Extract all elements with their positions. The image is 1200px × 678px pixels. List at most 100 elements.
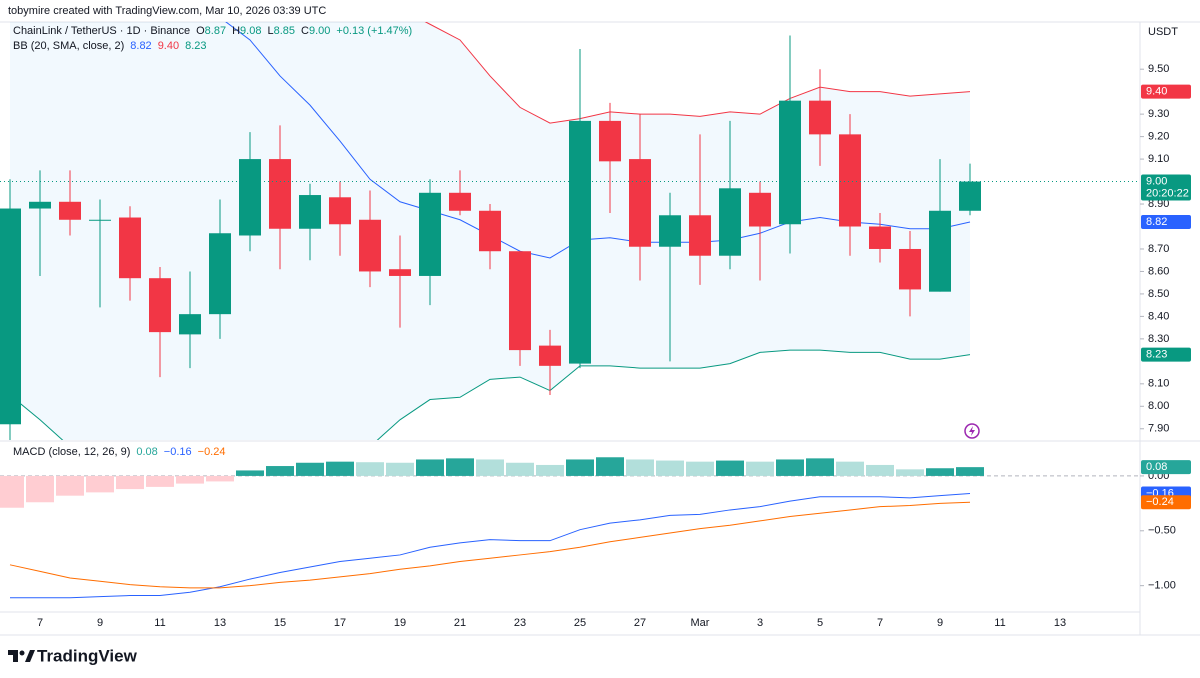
histogram-bar <box>806 458 834 476</box>
x-tick-label: 13 <box>1054 617 1066 629</box>
legend-item: BB (20, SMA, close, 2) <box>13 40 124 52</box>
legend-item: H <box>232 25 240 37</box>
histogram-bar <box>746 461 774 476</box>
legend-item: 8.85 <box>274 25 295 37</box>
candle-body <box>839 134 861 227</box>
x-tick-label: 5 <box>817 617 823 629</box>
legend-item: O <box>196 25 205 37</box>
x-tick-label: 13 <box>214 617 226 629</box>
candle-body <box>29 201 51 209</box>
y-tick-label: −1.00 <box>1148 580 1176 592</box>
x-tick-label: 19 <box>394 617 406 629</box>
histogram-bar <box>506 462 534 476</box>
histogram-bar <box>866 464 894 476</box>
candle-body <box>329 197 351 225</box>
legend: MACD (close, 12, 26, 9) 0.08 −0.16 −0.24 <box>13 446 225 458</box>
price-badge <box>1141 215 1191 230</box>
histogram-bar <box>176 475 204 484</box>
x-tick-label: Mar <box>691 617 710 629</box>
histogram-bar <box>116 475 144 490</box>
candle-body <box>809 100 831 135</box>
y-tick-label: −0.50 <box>1148 525 1176 537</box>
macd-line <box>10 492 971 599</box>
candle-body <box>539 345 561 366</box>
candle-body <box>569 120 591 364</box>
y-tick-label: 8.40 <box>1148 310 1169 322</box>
legend-item: 8.87 <box>205 25 226 37</box>
histogram-bar <box>686 461 714 476</box>
legend-item: MACD (close, 12, 26, 9) <box>13 446 130 458</box>
legend-item: C <box>301 25 309 37</box>
price-badge-label: 9.00 <box>1146 175 1167 187</box>
legend-item: 9.00 <box>309 25 330 37</box>
price-badge <box>1141 460 1191 475</box>
histogram-bar <box>206 475 234 482</box>
y-tick-label: 9.30 <box>1148 108 1169 120</box>
x-tick-label: 3 <box>757 617 763 629</box>
histogram-bar <box>956 467 984 476</box>
histogram-bar <box>326 461 354 476</box>
candle-body <box>749 192 771 227</box>
x-tick-label: 21 <box>454 617 466 629</box>
x-tick-label: 15 <box>274 617 286 629</box>
histogram-bar <box>266 466 294 476</box>
candle-body <box>209 233 231 315</box>
legend-item: −0.24 <box>198 446 226 458</box>
histogram-bar <box>386 462 414 476</box>
histogram-bar <box>836 461 864 476</box>
alert-icon <box>964 423 980 439</box>
candle-body <box>119 217 141 279</box>
candle-body <box>959 181 981 211</box>
histogram-bar <box>626 459 654 476</box>
histogram-bar <box>86 475 114 493</box>
histogram-bar <box>26 475 54 503</box>
histogram-bar <box>536 464 564 476</box>
candle-body <box>149 278 171 333</box>
y-tick-label: 8.70 <box>1148 243 1169 255</box>
x-tick-label: 25 <box>574 617 586 629</box>
x-tick-label: 9 <box>937 617 943 629</box>
candle-body <box>239 159 261 236</box>
histogram-bar <box>56 475 84 496</box>
y-tick-label: 8.10 <box>1148 378 1169 390</box>
candle-body <box>779 100 801 225</box>
candle-body <box>899 248 921 290</box>
legend-item: 9.08 <box>240 25 261 37</box>
x-tick-label: 17 <box>334 617 346 629</box>
histogram-bar <box>146 475 174 487</box>
candle-body <box>179 314 201 335</box>
price-badge <box>1141 174 1191 201</box>
histogram-bar <box>926 468 954 476</box>
x-tick-label: 27 <box>634 617 646 629</box>
price-badge <box>1141 495 1191 510</box>
x-tick-label: 7 <box>37 617 43 629</box>
price-pane <box>0 22 1140 440</box>
histogram-bar <box>0 475 24 508</box>
histogram-bar <box>566 459 594 476</box>
macd-pane <box>0 457 1140 599</box>
price-badge-label: 9.40 <box>1146 86 1167 98</box>
legend-item: 8.23 <box>185 40 206 52</box>
candle-body <box>929 210 951 292</box>
histogram-bar <box>776 459 804 476</box>
macd-line <box>9 501 971 589</box>
legend-item: L <box>267 25 273 37</box>
y-tick-label: 9.20 <box>1148 131 1169 143</box>
bb-line <box>424 22 971 124</box>
x-tick-label: 7 <box>877 617 883 629</box>
x-tick-label: 11 <box>154 617 165 629</box>
candle-body <box>509 251 531 351</box>
price-badge-label: 0.08 <box>1146 461 1167 473</box>
candle-body <box>659 215 681 247</box>
y-tick-label: 9.50 <box>1148 63 1169 75</box>
y-tick-label: 8.90 <box>1148 198 1169 210</box>
histogram-bar <box>596 457 624 476</box>
legend-item: −0.16 <box>164 446 192 458</box>
price-badge-label: −0.24 <box>1146 496 1174 508</box>
legend-item: +0.13 (+1.47%) <box>336 25 412 37</box>
price-badge-label: 8.82 <box>1146 216 1167 228</box>
legend-item: 0.08 <box>136 446 157 458</box>
candle-body <box>599 120 621 162</box>
histogram-bar <box>296 462 324 476</box>
y-tick-label: 8.50 <box>1148 288 1169 300</box>
